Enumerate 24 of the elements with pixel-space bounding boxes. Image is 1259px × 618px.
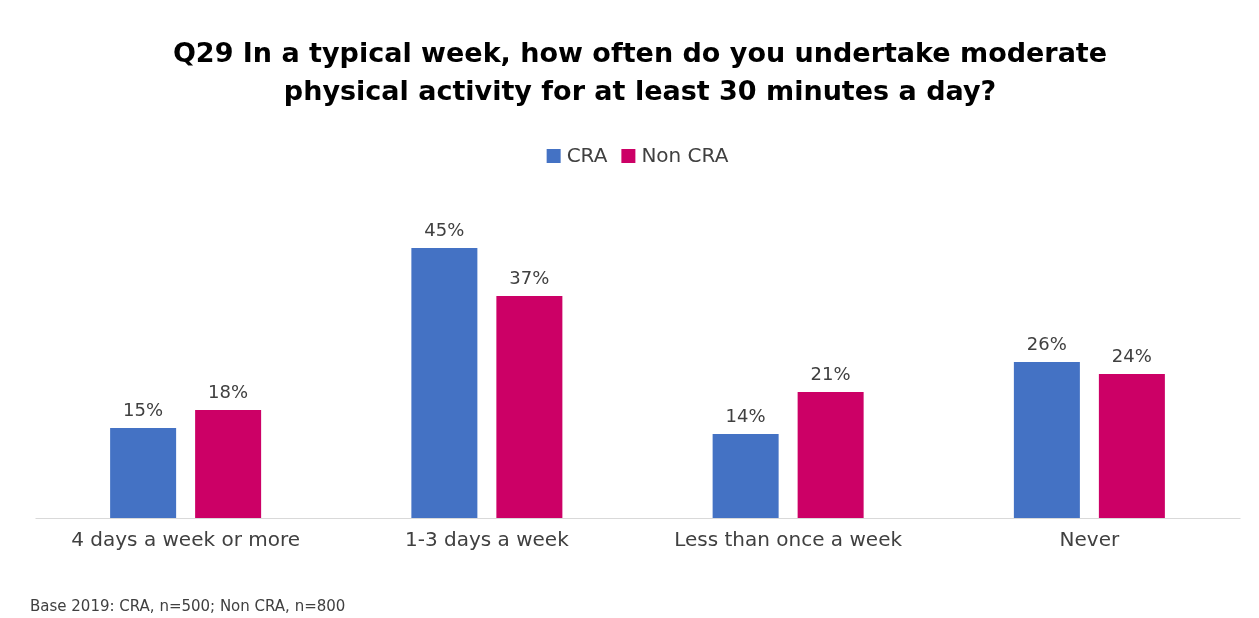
data-label: 15%	[123, 399, 164, 420]
text: Base 2019: CRA, n=500; Non CRA, n=800	[30, 597, 346, 615]
data-label: 18%	[208, 381, 249, 402]
bar	[1098, 374, 1165, 518]
bar	[1013, 362, 1080, 518]
bar	[496, 296, 563, 518]
data-label: 21%	[810, 363, 851, 384]
x-tick-label: Never	[1059, 527, 1120, 552]
x-tick-label: Less than once a week	[674, 527, 903, 552]
data-label: 14%	[725, 405, 766, 426]
chart-title: Q29 In a typical week, how often do you undertake moderate physical activity for at least 30 minutes a day?	[172, 37, 1108, 106]
bar	[411, 248, 478, 518]
bar	[110, 428, 177, 518]
bar	[797, 392, 864, 518]
data-label: 24%	[1111, 345, 1152, 366]
data-label: 45%	[424, 219, 465, 240]
x-tick-label: 1-3 days a week	[405, 527, 570, 552]
bar	[712, 434, 779, 518]
data-label: 37%	[509, 267, 550, 288]
legend-label: Non CRA	[641, 143, 729, 167]
bar	[195, 410, 262, 518]
legend-label: CRA	[566, 143, 608, 167]
data-label: 26%	[1026, 333, 1067, 354]
x-tick-label: 4 days a week or more	[71, 527, 301, 552]
